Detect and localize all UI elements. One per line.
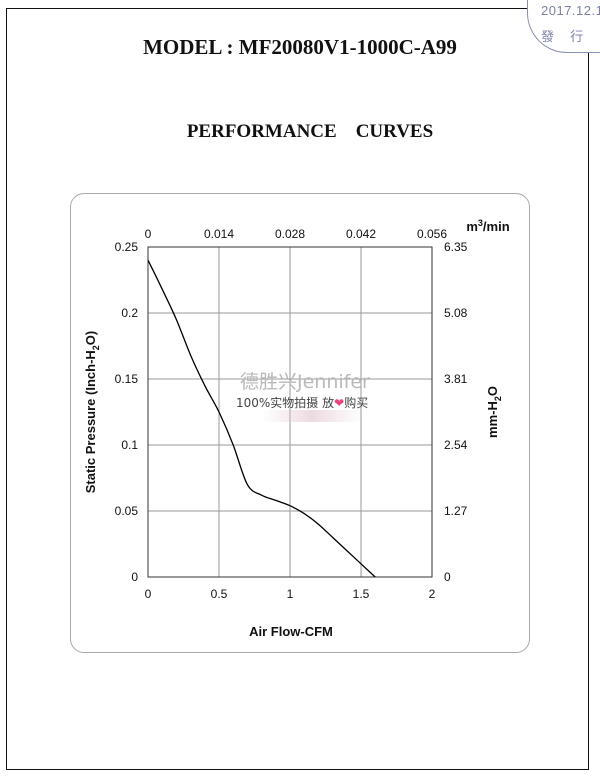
secondary-x-unit-label: m3/min	[466, 218, 509, 234]
secondary-x-tick-label: 0.028	[275, 227, 305, 241]
model-title: MODEL : MF20080V1-1000C-A99	[143, 35, 457, 59]
x-tick-label: 1	[287, 587, 294, 601]
document-sheet	[6, 8, 589, 770]
heart-icon: ❤	[334, 396, 345, 410]
y-tick-label: 0.2	[121, 306, 138, 320]
y-tick-label: 0.05	[115, 504, 139, 518]
chart-ticks: 0 0.5 1 1.5 20 0.014 0.028 0.042 0.05600.050.10.…	[115, 227, 468, 601]
x-tick-label: 2	[429, 587, 436, 601]
watermark-blur	[262, 410, 362, 422]
secondary-x-tick-label: 0.014	[204, 227, 234, 241]
y-tick-label: 0	[131, 570, 138, 584]
pressure-curve	[147, 259, 376, 578]
chart-panel	[70, 193, 530, 653]
watermark-tagline: 100%实物拍摄 放❤购买	[236, 394, 368, 411]
x-tick-label: 0.5	[211, 587, 228, 601]
x-tick-label: 1.5	[353, 587, 370, 601]
x-axis-label: Air Flow-CFM	[249, 624, 333, 639]
y-tick-label: 0.25	[115, 240, 139, 254]
secondary-y-label-group: mm-H2O	[485, 386, 503, 438]
secondary-x-tick-label: 0.042	[346, 227, 376, 241]
performance-curves-title: PERFORMANCE CURVES	[186, 121, 434, 142]
y-tick-label: 0.15	[115, 372, 139, 386]
watermark-tagline-a: 100%实物拍摄 放	[236, 396, 335, 410]
secondary-y-tick-label: 6.35	[444, 240, 468, 254]
watermark-brand: 德胜兴Jennifer	[240, 371, 370, 393]
y-axis-label: Static Pressure (Inch-H2O)	[83, 331, 101, 494]
secondary-y-tick-label: 2.54	[444, 438, 468, 452]
y-axis-label-group: Static Pressure (Inch-H2O)	[83, 331, 101, 494]
chart-axes	[147, 246, 433, 578]
watermark-tagline-b: 购买	[344, 396, 369, 410]
secondary-y-tick-label: 1.27	[444, 504, 468, 518]
stamp-date: 2017.12.1	[541, 3, 600, 18]
chart-series	[147, 259, 376, 578]
stamp-text: 發 行 文	[541, 30, 600, 45]
y-tick-label: 0.1	[121, 438, 138, 452]
secondary-y-tick-label: 3.81	[444, 372, 468, 386]
x-tick-label: 0	[145, 587, 152, 601]
secondary-y-axis-label: mm-H2O	[485, 386, 503, 438]
secondary-y-tick-label: 5.08	[444, 306, 468, 320]
secondary-x-tick-label: 0.056	[417, 227, 447, 241]
secondary-y-tick-label: 0	[444, 570, 451, 584]
secondary-x-tick-label: 0	[145, 227, 152, 241]
plot-frame	[147, 246, 433, 578]
